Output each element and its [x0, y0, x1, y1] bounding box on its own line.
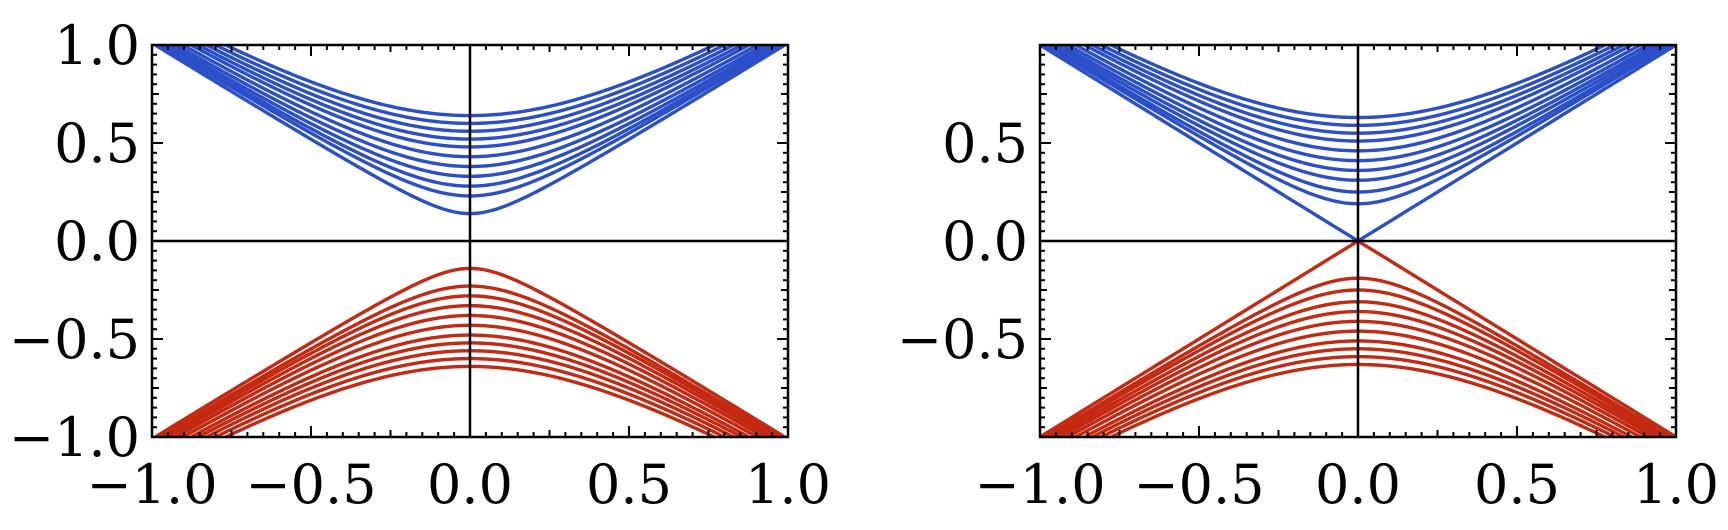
- left-y-tick-label: 1.0: [54, 14, 140, 77]
- right-x-tick-label: 1.0: [1633, 453, 1719, 516]
- right-x-tick-label: 0.0: [1315, 453, 1401, 516]
- right-x-tick-label: −1.0: [974, 453, 1105, 516]
- right-band-plot: −1.0 −0.5 0.0 0.5 1.0 0.5 0.0 −0.5: [897, 43, 1719, 516]
- left-band-plot: −1.0 −0.5 0.0 0.5 1.0 1.0 0.5 0.0 −0.5 −1.0: [9, 14, 831, 516]
- right-x-tick-label: 0.5: [1474, 453, 1560, 516]
- left-x-tick-label: −1.0: [86, 453, 217, 516]
- right-y-tick-label: 0.0: [942, 210, 1028, 273]
- right-y-tick-label: −0.5: [897, 308, 1028, 371]
- left-y-tick-label: 0.5: [54, 112, 140, 175]
- left-x-tick-label: 0.5: [586, 453, 672, 516]
- right-x-tick-label: −0.5: [1133, 453, 1264, 516]
- left-x-tick-label: 0.0: [427, 453, 513, 516]
- left-x-tick-label: 1.0: [745, 453, 831, 516]
- right-y-tick-label: 0.5: [942, 112, 1028, 175]
- left-x-tick-label: −0.5: [245, 453, 376, 516]
- left-y-tick-label: −0.5: [9, 308, 140, 371]
- left-y-tick-label: 0.0: [54, 210, 140, 273]
- left-y-tick-label: −1.0: [9, 406, 140, 469]
